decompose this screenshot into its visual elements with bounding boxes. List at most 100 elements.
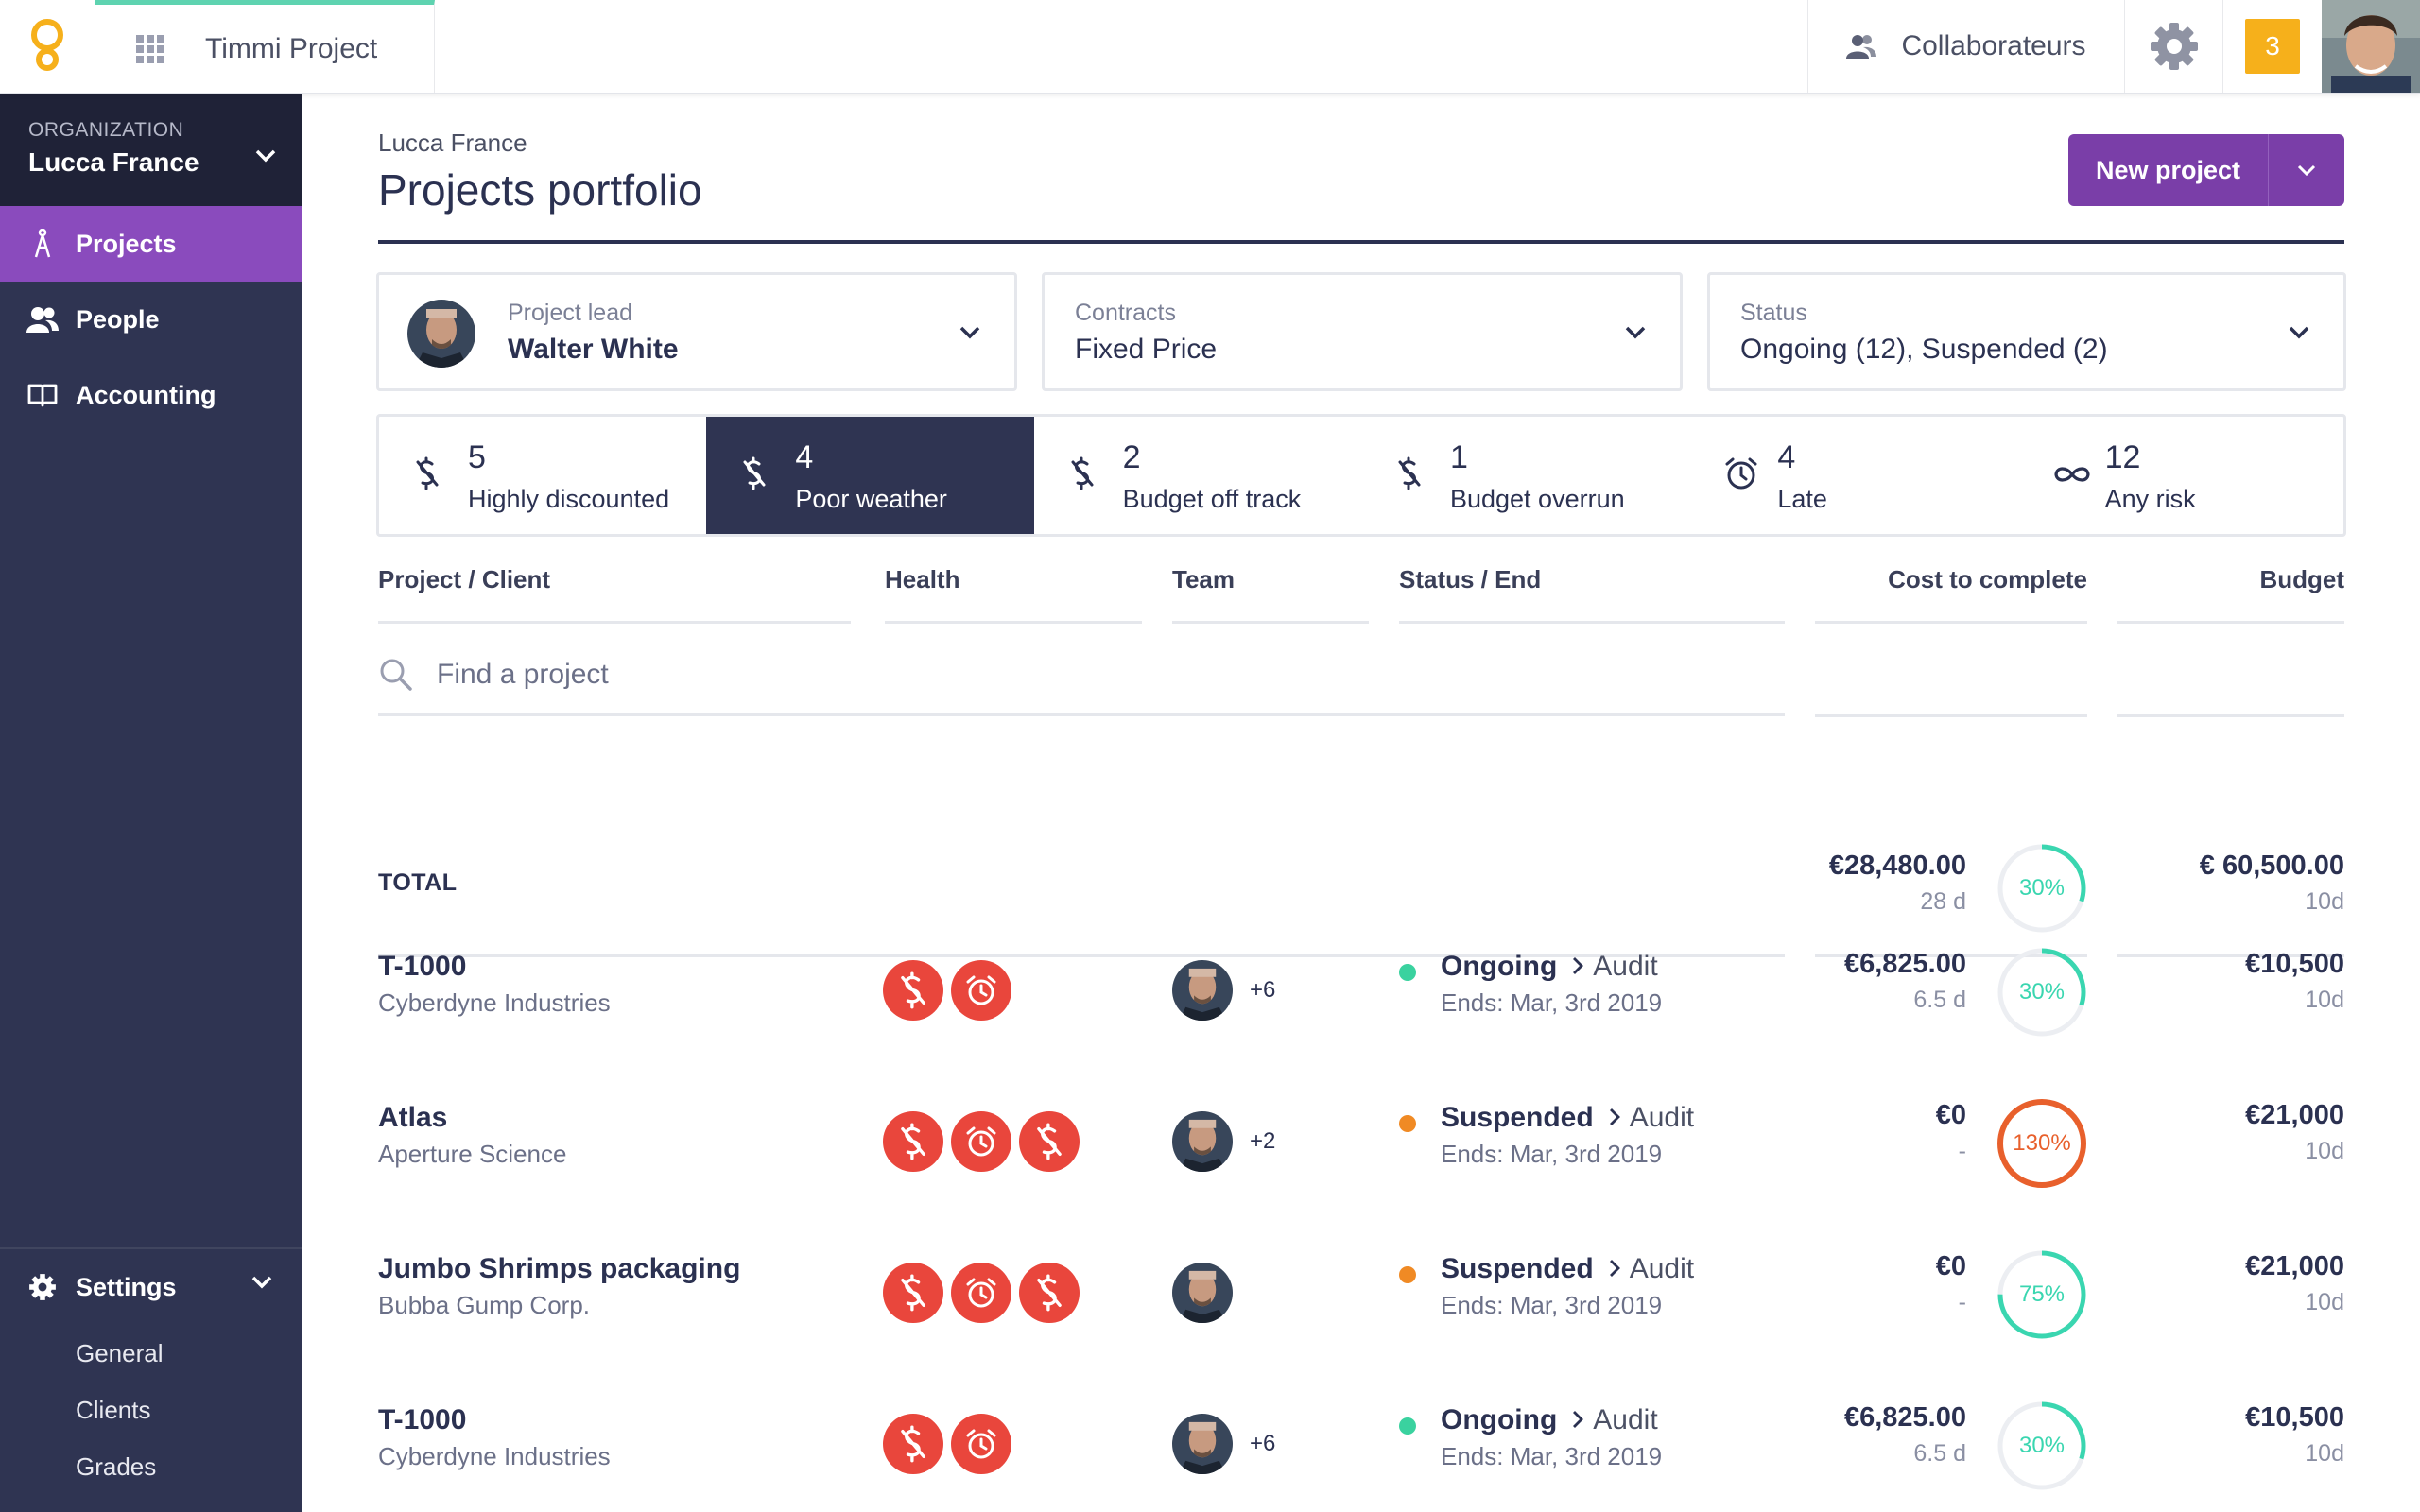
progress-ring: [1997, 1250, 2086, 1339]
progress-arc: [1997, 1250, 2086, 1339]
budget: €10,500 10d: [2136, 949, 2344, 1024]
contracts-filter[interactable]: Contracts Fixed Price: [1042, 272, 1683, 391]
late-alert-icon[interactable]: [951, 960, 1011, 1021]
budget-value: €21,000: [2245, 1251, 2344, 1281]
status-filter[interactable]: Status Ongoing (12), Suspended (2): [1707, 272, 2346, 391]
project-name[interactable]: Atlas: [378, 1102, 448, 1133]
budget: €21,000 10d: [2136, 1251, 2344, 1327]
column-header-budget[interactable]: Budget: [2118, 565, 2344, 624]
risk-tab-budget-off-track[interactable]: 2 Budget off track: [1034, 417, 1361, 534]
total-label: TOTAL: [378, 869, 458, 896]
health-indicators: [883, 1111, 1080, 1172]
new-project-menu-button[interactable]: [2269, 134, 2344, 206]
progress-label: 130%: [2013, 1130, 2071, 1156]
risk-tab-budget-overrun[interactable]: 1 Budget overrun: [1361, 417, 1688, 534]
risk-tab-highly-discounted[interactable]: 5 Highly discounted: [379, 417, 706, 534]
apps-grid-icon[interactable]: [95, 34, 205, 63]
risk-tab-any-risk[interactable]: 12 Any risk: [2016, 417, 2343, 534]
divider: [2118, 714, 2344, 717]
budget-alert-icon[interactable]: [883, 960, 943, 1021]
status-line: Suspended Audit: [1441, 1253, 1694, 1285]
table-row[interactable]: Atlas Aperture Science +2 Suspended Audit End…: [302, 1058, 2420, 1210]
cost-days: -: [1958, 1138, 1966, 1164]
risk-count: 1: [1449, 439, 1468, 475]
people-icon: [1846, 35, 1877, 59]
column-header-project[interactable]: Project / Client: [378, 565, 851, 624]
sidebar-item-label: Projects: [76, 229, 177, 258]
status-label: Suspended: [1441, 1102, 1594, 1133]
team-more-count: +2: [1250, 1128, 1276, 1154]
team[interactable]: +6: [1172, 1414, 1275, 1474]
column-header-cost[interactable]: Cost to complete: [1815, 565, 2087, 624]
search-icon: [380, 659, 412, 691]
risk-tab-late[interactable]: 4 Late: [1688, 417, 2015, 534]
project-lead-avatar: [407, 300, 475, 368]
sidebar-item-people[interactable]: People: [0, 282, 302, 357]
progress-ring: [1997, 948, 2086, 1037]
risk-tab-poor-weather[interactable]: 4 Poor weather: [706, 417, 1034, 534]
notifications-button[interactable]: 3: [2223, 0, 2322, 93]
column-header-health[interactable]: Health: [885, 565, 1142, 624]
user-avatar[interactable]: [2322, 0, 2420, 93]
progress-ring: [1997, 1401, 2086, 1490]
status-dot: [1399, 1418, 1416, 1435]
cost-value: €6,825.00: [1843, 949, 1966, 979]
status-line: Ongoing Audit: [1441, 1404, 1658, 1436]
budget-alert-icon[interactable]: [1019, 1111, 1080, 1172]
app-switcher[interactable]: Timmi Project: [95, 0, 435, 93]
cost-days: 6.5 d: [1913, 987, 1966, 1013]
table-row[interactable]: Jumbo Shrimps packaging Bubba Gump Corp. S…: [302, 1210, 2420, 1361]
late-alert-icon[interactable]: [951, 1414, 1011, 1474]
chevron-down-icon: [255, 149, 276, 163]
late-alert-icon[interactable]: [951, 1111, 1011, 1172]
divider: [1815, 714, 2087, 717]
chevron-right-icon: [1609, 1253, 1620, 1285]
budget-alert-icon[interactable]: [883, 1414, 943, 1474]
late-alert-icon[interactable]: [951, 1263, 1011, 1323]
end-date: Ends: Mar, 3rd 2019: [1441, 1140, 1663, 1168]
settings-toggle[interactable]: Settings: [0, 1249, 302, 1325]
budget-alert-icon[interactable]: [883, 1263, 943, 1323]
sidebar-item-accounting[interactable]: Accounting: [0, 357, 302, 433]
table-row[interactable]: T-1000 Cyberdyne Industries +6 Ongoing Audit…: [302, 907, 2420, 1058]
settings-item-general[interactable]: General: [76, 1338, 164, 1367]
progress-label: 30%: [2018, 1433, 2066, 1458]
project-name[interactable]: T-1000: [378, 951, 467, 982]
app-logo[interactable]: [0, 0, 95, 93]
column-header-team[interactable]: Team: [1172, 565, 1369, 624]
projects-icon: [26, 229, 59, 259]
settings-item-grades[interactable]: Grades: [76, 1452, 157, 1481]
collaborators-button[interactable]: Collaborateurs: [1807, 0, 2125, 93]
sidebar-item-projects[interactable]: Projects: [0, 206, 302, 282]
status-line: Ongoing Audit: [1441, 951, 1658, 983]
organization-selector[interactable]: ORGANIZATION Lucca France: [0, 94, 302, 206]
chevron-down-icon: [1625, 326, 1646, 339]
cost-to-complete: €0 -: [1815, 1100, 1966, 1176]
table-row[interactable]: T-1000 Cyberdyne Industries +6 Ongoing Audit…: [302, 1361, 2420, 1512]
organization-label: ORGANIZATION: [28, 119, 184, 141]
column-header-status[interactable]: Status / End: [1399, 565, 1785, 624]
collaborators-label: Collaborateurs: [1901, 30, 2086, 61]
new-project-button[interactable]: New project: [2068, 134, 2269, 206]
progress-ring: [1997, 844, 2086, 933]
filter-value: Walter White: [508, 334, 679, 365]
settings-item-clients[interactable]: Clients: [76, 1395, 151, 1424]
budget-days: 10d: [2305, 987, 2344, 1013]
team-avatar: [1172, 1414, 1233, 1474]
sidebar: ORGANIZATION Lucca France Projects Peopl…: [0, 94, 302, 1512]
project-lead-filter[interactable]: Project lead Walter White: [376, 272, 1017, 391]
settings-button[interactable]: [2125, 0, 2223, 93]
project-search: [378, 635, 1785, 716]
budget-alert-icon[interactable]: [1019, 1263, 1080, 1323]
project-name[interactable]: Jumbo Shrimps packaging: [378, 1253, 741, 1284]
status-label: Ongoing: [1441, 1404, 1558, 1435]
progress-ring: [1997, 1099, 2086, 1188]
team[interactable]: +6: [1172, 960, 1275, 1021]
team[interactable]: +2: [1172, 1111, 1275, 1172]
project-name[interactable]: T-1000: [378, 1404, 467, 1435]
budget-alert-icon[interactable]: [883, 1111, 943, 1172]
breadcrumb[interactable]: Lucca France: [378, 129, 527, 157]
team[interactable]: [1172, 1263, 1250, 1323]
divider: [1815, 954, 2087, 957]
search-input[interactable]: [437, 658, 1004, 691]
